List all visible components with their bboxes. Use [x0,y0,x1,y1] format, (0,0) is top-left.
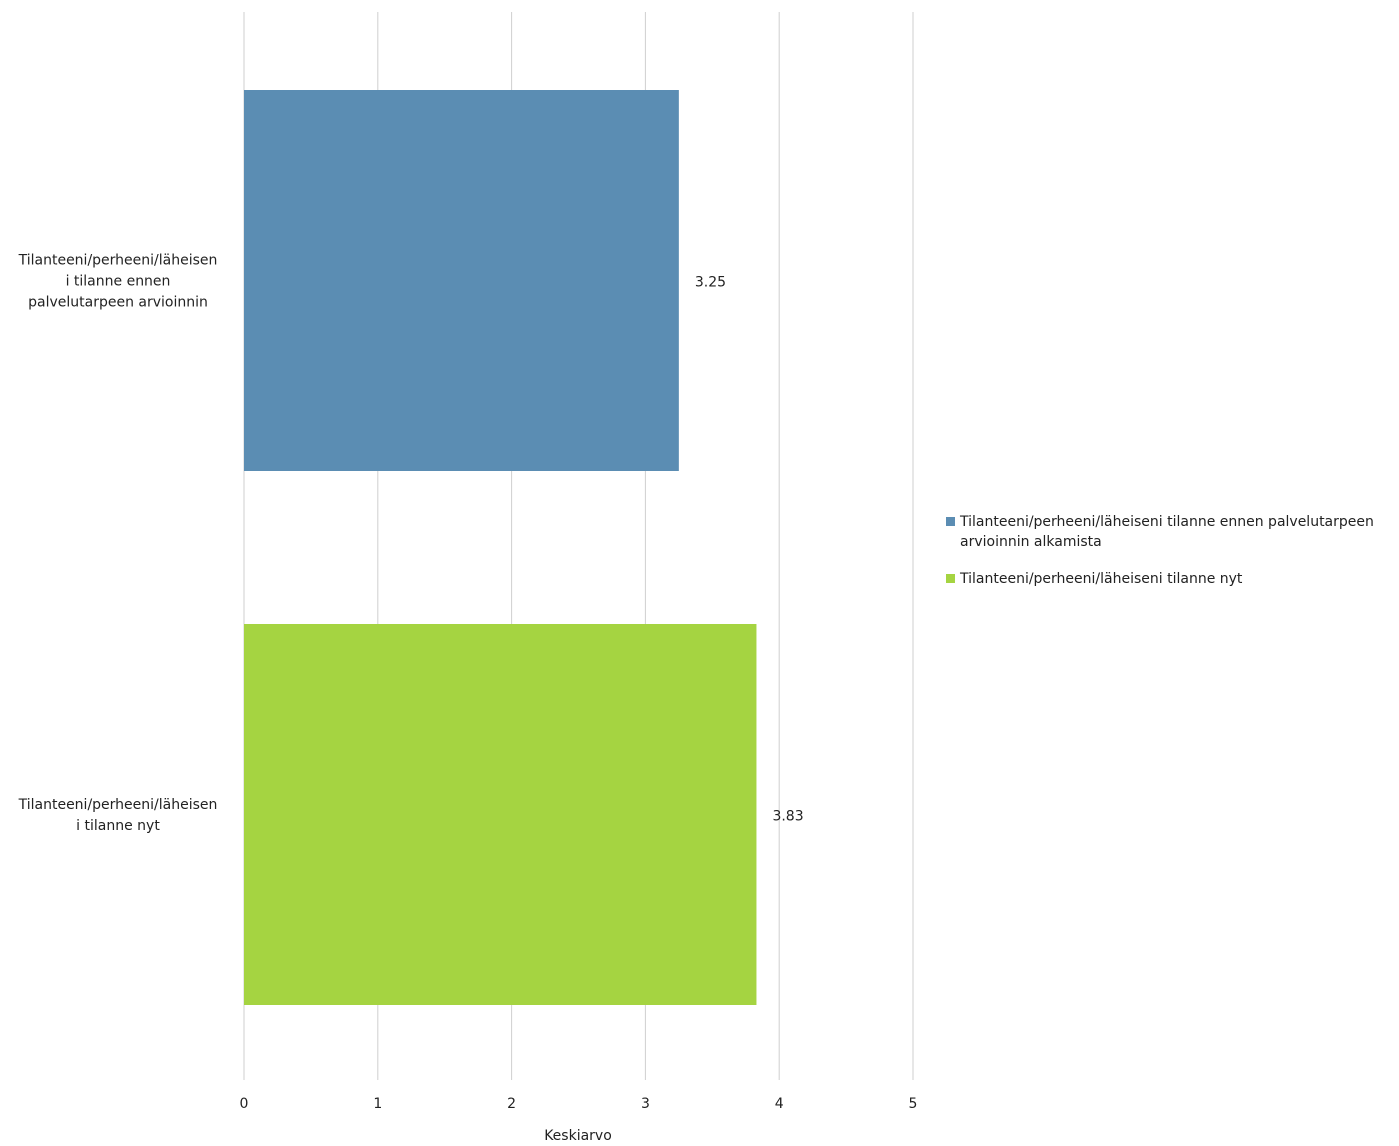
category-label-0-line-0: Tilanteeni/perheeni/läheisen [18,253,218,269]
legend-label-before-line2: arvioinnin alkamista [960,534,1102,550]
data-label-1: 3.83 [772,809,803,825]
legend-label-before-line1: Tilanteeni/perheeni/läheiseni tilanne en… [960,514,1374,530]
category-label-1-line-0: Tilanteeni/perheeni/läheisen [18,797,218,813]
x-axis-title: Keskiarvo [544,1128,612,1144]
bar-1 [244,624,757,1005]
legend-swatch-before [946,517,955,526]
legend: Tilanteeni/perheeni/läheiseni tilanne en… [946,512,1386,606]
legend-swatch-now [946,574,955,583]
category-label-0-line-2: palvelutarpeen arvioinnin [28,295,208,311]
legend-item-before: Tilanteeni/perheeni/läheiseni tilanne en… [946,512,1386,552]
x-tick-label-2: 2 [507,1096,516,1112]
bar-0 [244,90,679,471]
x-tick-label-5: 5 [909,1096,918,1112]
data-label-0: 3.25 [695,275,726,291]
category-label-0-line-1: i tilanne ennen [66,274,171,290]
legend-label-now: Tilanteeni/perheeni/läheiseni tilanne ny… [960,571,1243,587]
legend-item-now: Tilanteeni/perheeni/läheiseni tilanne ny… [946,569,1386,589]
x-tick-label-3: 3 [641,1096,650,1112]
x-tick-label-0: 0 [240,1096,249,1112]
x-tick-label-1: 1 [373,1096,382,1112]
category-label-1-line-1: i tilanne nyt [76,818,160,834]
x-tick-label-4: 4 [775,1096,784,1112]
